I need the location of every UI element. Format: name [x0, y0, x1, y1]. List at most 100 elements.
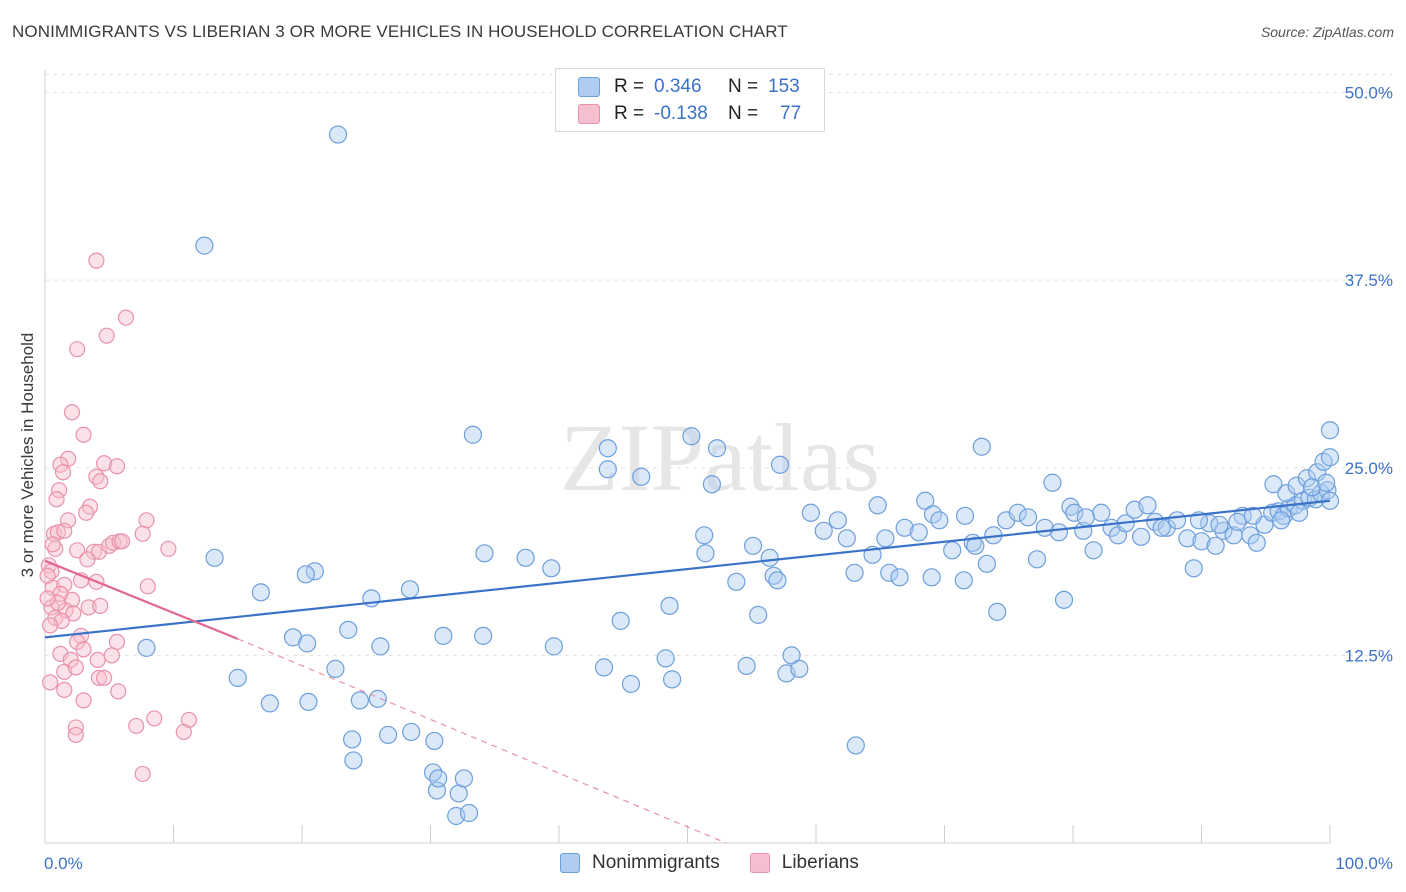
liberians-point — [90, 669, 108, 686]
nonimmigrants-point — [727, 572, 746, 591]
liberians-point — [56, 681, 73, 699]
nonimmigrants-point — [1084, 541, 1103, 560]
nonimmigrants-point — [972, 437, 991, 456]
x-tick-label: 0.0% — [44, 854, 83, 873]
liberians-point — [180, 711, 198, 729]
liberians-trend-line — [44, 559, 239, 640]
y-axis-label: 3 or more Vehicles in Household — [18, 332, 37, 578]
nonimmigrants-point — [1157, 518, 1176, 537]
nonimmigrants-point — [425, 731, 444, 751]
nonimmigrants-point — [611, 611, 630, 630]
nonimmigrants-point — [350, 691, 369, 710]
liberians-trend-extension — [237, 638, 727, 844]
series-swatch-liberians — [749, 853, 770, 873]
liberians-point — [108, 633, 126, 650]
liberians-point — [92, 597, 109, 614]
nonimmigrants-point — [1302, 478, 1322, 497]
nonimmigrants-point — [696, 544, 715, 563]
nonimmigrants-point — [743, 536, 763, 555]
series-legend-nonimmigrants[interactable]: Nonimmigrants — [560, 852, 720, 874]
nonimmigrants-point — [707, 439, 727, 458]
nonimmigrants-point — [598, 439, 617, 458]
liberians-point — [60, 512, 77, 529]
nonimmigrants-point — [137, 638, 156, 657]
liberians-point — [108, 458, 126, 475]
nonimmigrants-point — [474, 626, 493, 645]
nonimmigrants-point — [695, 526, 714, 545]
nonimmigrants-point — [598, 460, 617, 479]
nonimmigrants-point — [1228, 512, 1247, 531]
nonimmigrants-point — [909, 523, 928, 542]
nonimmigrants-point — [371, 637, 390, 656]
nonimmigrants-point — [542, 559, 561, 578]
liberians-point — [65, 605, 82, 622]
liberians-point — [160, 540, 177, 557]
nonimmigrants-point — [760, 548, 779, 567]
nonimmigrants-point — [737, 656, 756, 675]
liberians-point — [88, 252, 105, 269]
series-legend: Nonimmigrants Liberians — [560, 852, 889, 874]
nonimmigrants-point — [343, 730, 362, 749]
nonimmigrants-point — [454, 769, 474, 788]
liberians-point — [54, 464, 72, 481]
nonimmigrants-point — [621, 674, 641, 693]
legend-n-label: N = — [728, 103, 759, 124]
legend-r-value: 0.346 — [654, 76, 702, 97]
liberians-point — [67, 726, 84, 744]
nonimmigrants-point — [1320, 448, 1340, 467]
liberians-point — [96, 455, 113, 472]
nonimmigrants-point — [228, 668, 247, 687]
nonimmigrants-point — [656, 649, 675, 668]
watermark: ZIPatlas — [560, 404, 880, 511]
nonimmigrants-point — [954, 571, 973, 590]
nonimmigrants-point — [1138, 496, 1157, 515]
liberians-point — [128, 717, 145, 735]
nonimmigrants-point — [1247, 533, 1266, 552]
legend-n-value: 77 — [780, 103, 802, 124]
liberians-point — [39, 590, 56, 607]
nonimmigrants-point — [988, 602, 1007, 621]
legend-r-value: -0.138 — [654, 103, 708, 124]
nonimmigrants-point — [475, 544, 494, 563]
nonimmigrants-point — [880, 563, 899, 582]
liberians-point — [69, 542, 86, 559]
x-tick-labels: 0.0% 100.0% — [44, 854, 1393, 873]
nonimmigrants-point — [400, 580, 420, 599]
nonimmigrants-point — [846, 736, 865, 755]
nonimmigrants-point — [1152, 518, 1171, 537]
liberians-point — [134, 525, 151, 542]
liberians-points — [39, 252, 198, 783]
nonimmigrants-point — [1132, 527, 1151, 546]
nonimmigrants-point — [768, 571, 787, 590]
series-label: Liberians — [781, 852, 859, 873]
nonimmigrants-point — [1008, 503, 1027, 522]
nonimmigrants-point — [339, 620, 358, 639]
nonimmigrants-point — [1297, 469, 1316, 488]
y-tick-label: 37.5% — [1345, 271, 1393, 290]
nonimmigrants-point — [876, 529, 895, 548]
liberians-point — [48, 491, 65, 508]
nonimmigrants-point — [296, 565, 315, 584]
trend-lines — [44, 499, 1331, 844]
nonimmigrants-point — [195, 236, 214, 255]
liberians-point — [51, 482, 68, 499]
nonimmigrants-point — [702, 475, 722, 494]
nonimmigrants-point — [955, 506, 975, 525]
x-tick-label: 100.0% — [1335, 854, 1393, 873]
liberians-point — [42, 674, 59, 691]
nonimmigrants-point — [1178, 529, 1197, 548]
series-legend-liberians[interactable]: Liberians — [749, 852, 859, 874]
legend-n-value: 153 — [768, 76, 800, 97]
liberians-point — [42, 617, 59, 634]
liberians-point — [56, 522, 73, 539]
y-tick-label: 50.0% — [1345, 84, 1393, 103]
nonimmigrants-point — [828, 511, 847, 530]
nonimmigrants-trend-line — [44, 499, 1331, 639]
nonimmigrants-point — [1264, 475, 1283, 494]
nonimmigrants-point — [1065, 503, 1084, 522]
nonimmigrants-point — [895, 518, 914, 537]
liberians-point — [92, 473, 109, 490]
liberians-point — [89, 651, 106, 668]
liberians-point — [63, 404, 81, 421]
liberians-point — [39, 567, 56, 584]
